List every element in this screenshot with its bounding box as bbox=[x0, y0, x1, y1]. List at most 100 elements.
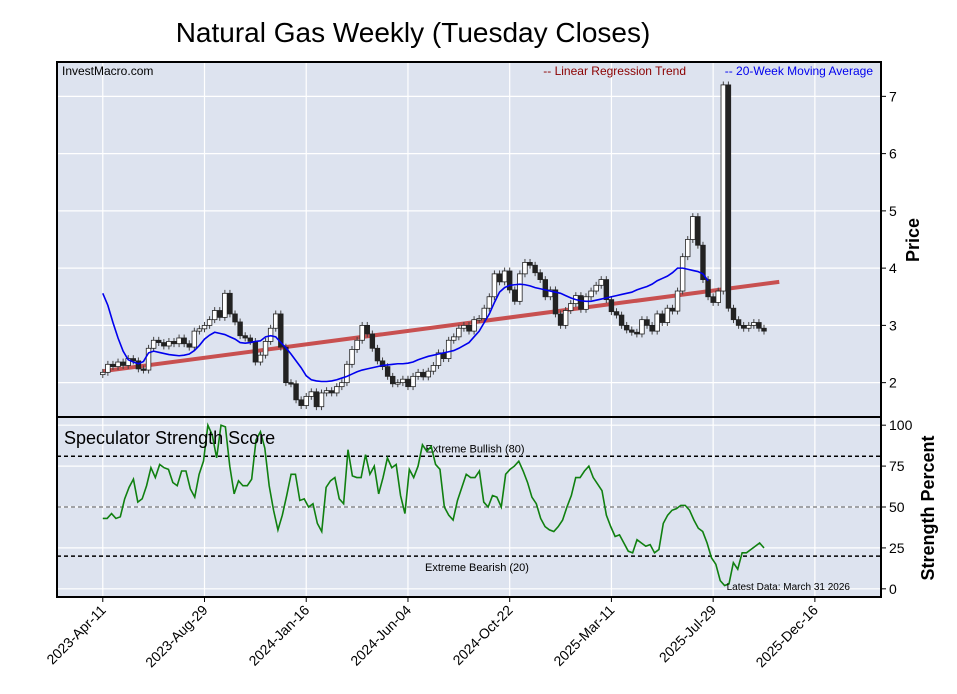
candle-body bbox=[308, 391, 315, 397]
candle-body bbox=[359, 324, 365, 341]
candle-body bbox=[730, 307, 737, 321]
candle-body bbox=[374, 347, 381, 362]
candle-body bbox=[522, 262, 528, 275]
candle-body bbox=[512, 289, 518, 302]
candle-body bbox=[552, 289, 559, 315]
candle-body bbox=[491, 273, 498, 298]
candle-body bbox=[288, 382, 294, 385]
candle-body bbox=[237, 321, 243, 337]
candle-body bbox=[166, 341, 172, 347]
price-tick-label: 3 bbox=[889, 317, 897, 333]
candle-body bbox=[593, 284, 599, 292]
candle-body bbox=[527, 262, 533, 266]
candle-body bbox=[201, 324, 208, 330]
candle-body bbox=[537, 272, 543, 280]
strength-score-line bbox=[102, 422, 765, 587]
candle-body bbox=[659, 313, 665, 323]
date-tick-label: 2024-Jun-04 bbox=[347, 602, 414, 669]
price-tick-label: 2 bbox=[889, 375, 897, 391]
candle-body bbox=[598, 279, 604, 286]
candle-body bbox=[156, 339, 162, 343]
strength-panel-title: Speculator Strength Score bbox=[64, 428, 275, 448]
candle-body bbox=[674, 290, 681, 312]
candle-body bbox=[313, 391, 320, 408]
candle-body bbox=[720, 84, 727, 292]
strength-panel: Extreme Bullish (80) Extreme Bearish (20… bbox=[56, 416, 938, 598]
candle-body bbox=[461, 324, 467, 329]
candle-body bbox=[334, 386, 340, 394]
candle-body bbox=[517, 273, 523, 302]
candle-body bbox=[318, 392, 325, 408]
candle-body bbox=[217, 310, 223, 318]
date-tick-label: 2025-Mar-11 bbox=[550, 602, 617, 669]
price-tick-label: 6 bbox=[889, 146, 897, 162]
candle-body bbox=[364, 324, 370, 335]
candle-body bbox=[746, 324, 752, 329]
candle-body bbox=[547, 289, 554, 298]
candle-body bbox=[761, 327, 767, 332]
candle-body bbox=[649, 324, 655, 332]
candle-body bbox=[278, 313, 284, 348]
candle-body bbox=[644, 319, 650, 326]
candle-body bbox=[176, 337, 182, 345]
candle-body bbox=[100, 371, 106, 376]
candle-body bbox=[481, 307, 487, 319]
candle-body bbox=[623, 324, 630, 331]
date-tick-label: 2025-Jul-29 bbox=[656, 602, 720, 666]
candle-body bbox=[171, 341, 177, 345]
candle-body bbox=[242, 335, 248, 339]
candle-body bbox=[283, 346, 289, 384]
candle-body bbox=[496, 273, 503, 283]
date-tick-label: 2023-Aug-29 bbox=[142, 602, 211, 671]
strength-tick-label: 50 bbox=[889, 499, 905, 515]
candle-body bbox=[679, 256, 686, 292]
candle-body bbox=[583, 296, 589, 310]
candle-body bbox=[445, 339, 452, 359]
candle-body bbox=[379, 360, 386, 368]
candle-body bbox=[211, 310, 218, 321]
candle-body bbox=[715, 290, 721, 303]
candle-body bbox=[725, 84, 732, 309]
candle-body bbox=[756, 322, 762, 329]
candle-body bbox=[608, 299, 615, 313]
candle-body bbox=[639, 319, 645, 335]
price-axis-ticks: 2 3 4 5 6 7 bbox=[881, 88, 897, 391]
date-tick-label: 2025-Dec-16 bbox=[752, 602, 821, 671]
strength-tick-label: 75 bbox=[889, 458, 905, 474]
candle-body bbox=[115, 361, 121, 368]
candle-body bbox=[222, 292, 228, 318]
candle-body bbox=[542, 279, 548, 298]
candle-body bbox=[130, 358, 136, 362]
candle-body bbox=[323, 390, 330, 394]
candle-body bbox=[451, 336, 457, 341]
candle-body bbox=[588, 290, 594, 298]
candle-body bbox=[267, 327, 274, 342]
candle-body bbox=[501, 270, 508, 283]
candle-body bbox=[751, 322, 757, 326]
candle-body bbox=[690, 216, 696, 240]
candle-body bbox=[196, 328, 203, 332]
candle-body bbox=[135, 360, 142, 370]
strength-axis-ticks: 0 25 50 75 100 bbox=[881, 417, 913, 597]
candle-body bbox=[613, 311, 620, 316]
candle-body bbox=[476, 318, 482, 321]
candle-body bbox=[232, 313, 238, 323]
candle-body bbox=[629, 329, 635, 333]
candle-body bbox=[425, 370, 432, 378]
candle-body bbox=[273, 313, 279, 329]
candle-body bbox=[456, 327, 462, 338]
legend-trend: -- Linear Regression Trend bbox=[543, 64, 686, 78]
candle-body bbox=[262, 341, 269, 356]
candle-body bbox=[298, 399, 304, 406]
candle-body bbox=[420, 371, 426, 378]
price-panel-background bbox=[57, 62, 881, 417]
date-tick-label: 2023-Apr-11 bbox=[43, 602, 109, 668]
price-tick-label: 5 bbox=[889, 203, 897, 219]
candle-body bbox=[110, 363, 116, 368]
candle-body bbox=[669, 307, 676, 312]
candle-body bbox=[186, 343, 192, 348]
candle-body bbox=[410, 375, 416, 388]
candle-body bbox=[349, 349, 355, 365]
candle-body bbox=[140, 368, 147, 371]
